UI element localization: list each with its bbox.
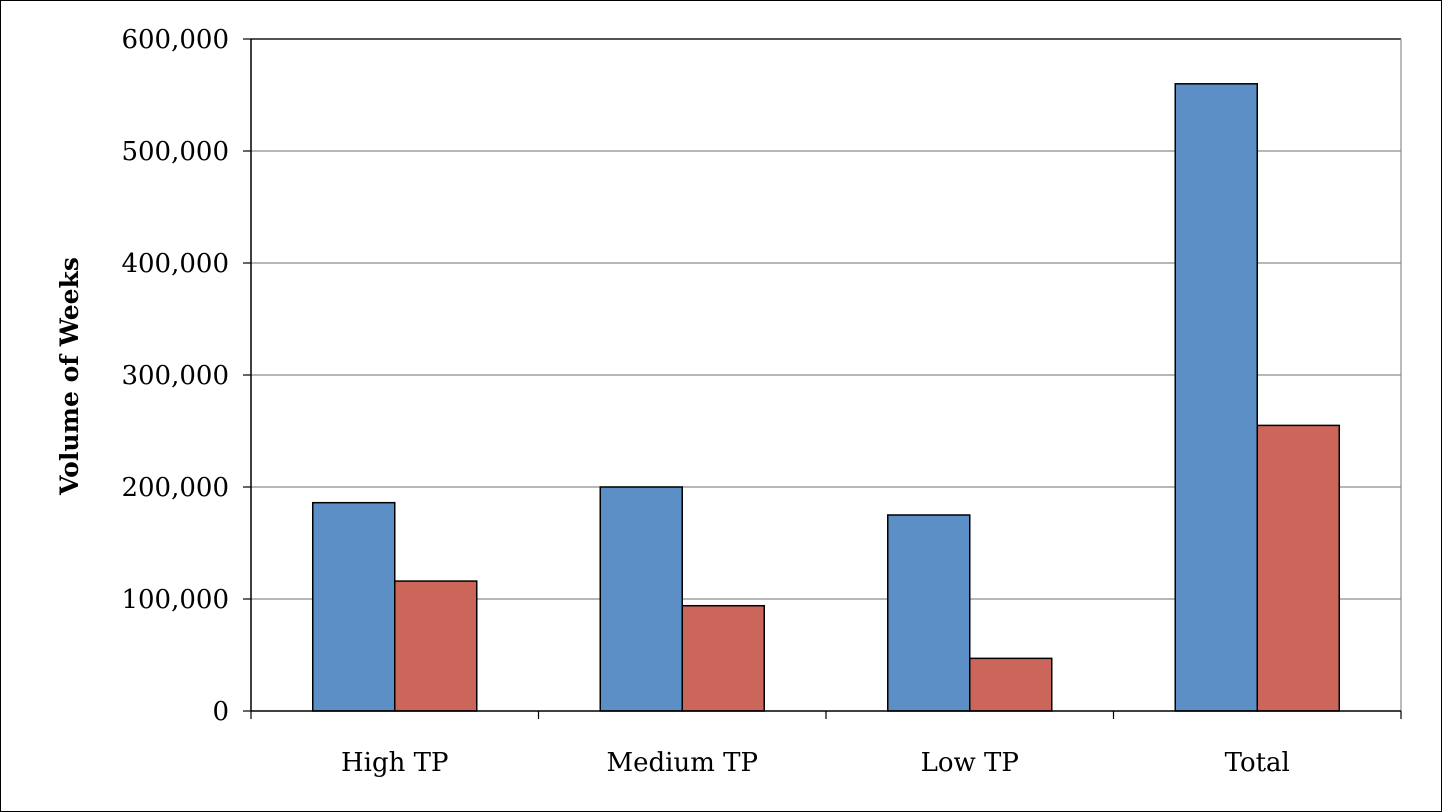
bar-low-tp-series-1 xyxy=(887,514,971,712)
bars xyxy=(312,83,1340,712)
x-tick-label: Low TP xyxy=(921,748,1019,778)
x-tick-label: Total xyxy=(1225,748,1290,778)
tick-labels: 0 100,000 200,000 300,000 400,000 500,000 600,… xyxy=(121,25,1289,778)
y-tick-label: 0 xyxy=(212,697,229,727)
bar-high-tp-series-2 xyxy=(394,580,478,712)
y-tick-label: 200,000 xyxy=(121,473,229,503)
y-axis-title: Volume of Weeks xyxy=(55,257,84,496)
y-tick-label: 100,000 xyxy=(121,585,229,615)
bar-total-series-2 xyxy=(1256,424,1340,712)
y-tick-label: 500,000 xyxy=(121,137,229,167)
axes xyxy=(243,38,1402,719)
x-tick-label: Medium TP xyxy=(607,748,758,778)
bar-medium-tp-series-1 xyxy=(599,486,683,712)
y-tick-label: 300,000 xyxy=(121,361,229,391)
y-tick-label: 400,000 xyxy=(121,249,229,279)
y-tick-label: 600,000 xyxy=(121,25,229,55)
x-tick-label: High TP xyxy=(341,748,448,778)
bar-low-tp-series-2 xyxy=(969,657,1053,712)
bar-high-tp-series-1 xyxy=(312,501,396,712)
bar-medium-tp-series-2 xyxy=(681,604,765,712)
bar-total-series-1 xyxy=(1174,83,1258,712)
